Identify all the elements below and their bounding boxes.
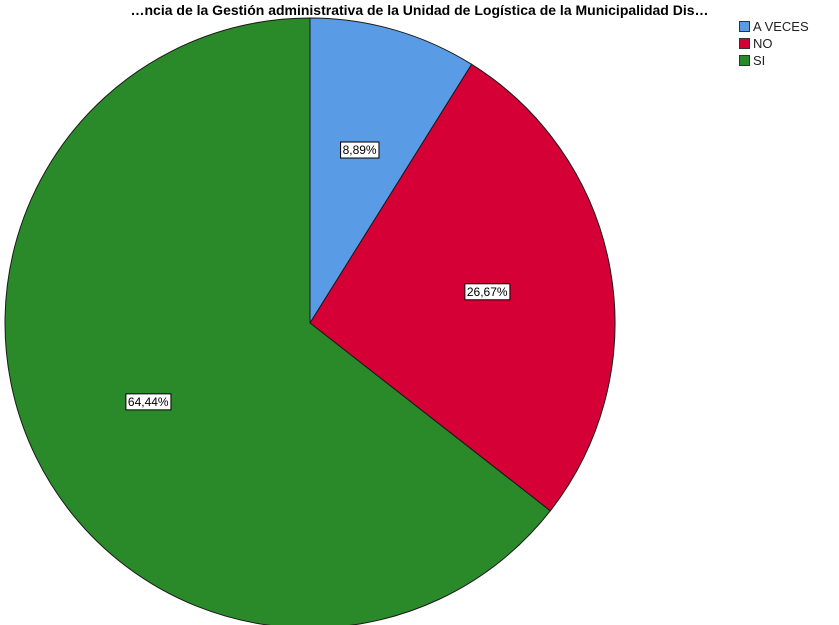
legend-item-no: NO bbox=[739, 35, 809, 52]
pie-slice-a-veces bbox=[309, 17, 473, 325]
legend-swatch-a-veces bbox=[739, 21, 750, 32]
legend-swatch-si bbox=[739, 55, 750, 66]
legend-item-a-veces: A VECES bbox=[739, 18, 809, 35]
slice-label-box-si bbox=[125, 393, 172, 411]
pie-slice-no bbox=[309, 63, 616, 512]
legend-label-no: NO bbox=[753, 36, 773, 51]
legend: A VECES NO SI bbox=[739, 18, 809, 69]
slice-label-a-veces: 8,89% bbox=[340, 141, 380, 159]
slice-label-text-no: 26,67% bbox=[467, 285, 508, 299]
pie-slice-si bbox=[4, 17, 551, 625]
slice-label-text-si: 64,44% bbox=[128, 395, 169, 409]
slice-label-no: 26,67% bbox=[464, 283, 511, 301]
slice-label-si: 64,44% bbox=[125, 393, 172, 411]
legend-label-a-veces: A VECES bbox=[753, 19, 809, 34]
slice-label-text-a-veces: 8,89% bbox=[343, 143, 377, 157]
legend-label-si: SI bbox=[753, 53, 766, 68]
legend-swatch-no bbox=[739, 38, 750, 49]
slice-label-box-a-veces bbox=[340, 141, 380, 159]
slice-label-box-no bbox=[464, 283, 511, 301]
chart-title: …ncia de la Gestión administrativa de la… bbox=[130, 2, 709, 18]
legend-item-si: SI bbox=[739, 52, 809, 69]
